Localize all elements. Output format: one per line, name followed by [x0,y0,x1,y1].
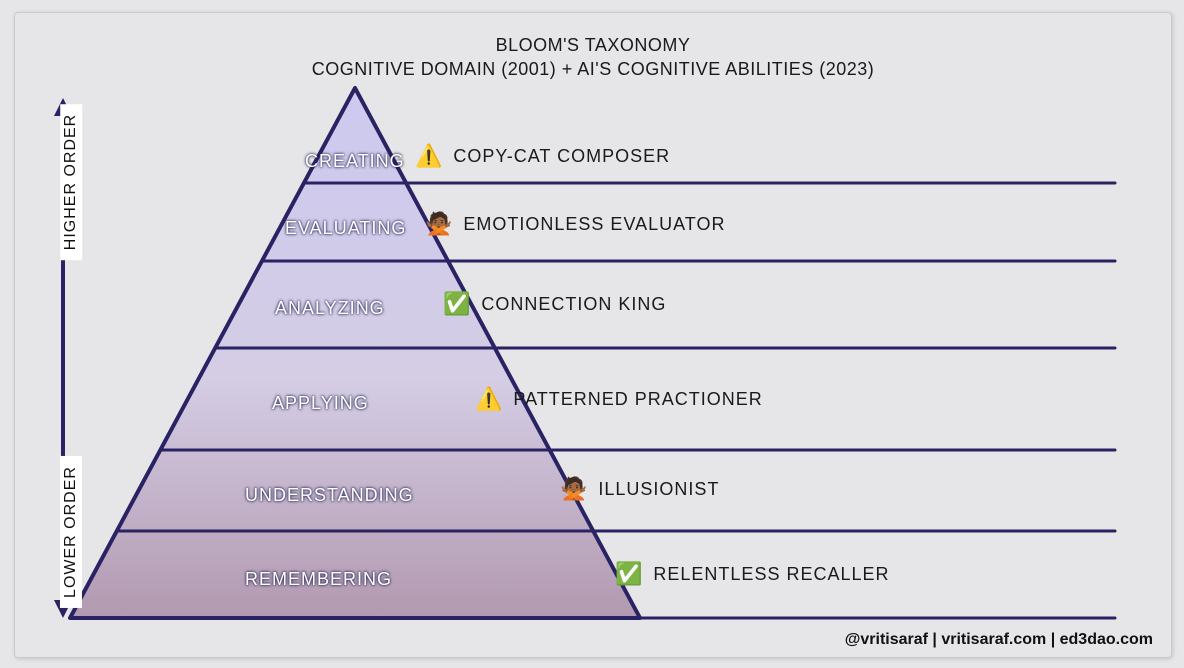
yes-icon: ✅ [443,293,471,315]
ai-level-text: EMOTIONLESS EVALUATOR [463,214,725,235]
ai-level-2: ✅ CONNECTION KING [443,293,666,315]
pyramid-svg [15,13,1171,657]
warn-icon: ⚠️ [415,145,443,167]
axis-label-lower: LOWER ORDER [60,456,82,608]
ai-level-text: CONNECTION KING [481,294,666,315]
yes-icon: ✅ [615,563,643,585]
ai-level-4: 🙅🏾 ILLUSIONIST [560,478,719,500]
ai-level-text: RELENTLESS RECALLER [653,564,889,585]
ai-level-text: PATTERNED PRACTIONER [513,389,762,410]
no-icon: 🙅🏾 [425,213,453,235]
ai-level-text: ILLUSIONIST [598,479,719,500]
bloom-level-analyzing: ANALYZING [275,298,385,319]
ai-level-5: ✅ RELENTLESS RECALLER [615,563,890,585]
axis-label-higher: HIGHER ORDER [60,104,82,260]
warn-icon: ⚠️ [475,388,503,410]
diagram-card: BLOOM'S TAXONOMY COGNITIVE DOMAIN (2001)… [14,12,1172,658]
ai-level-text: COPY-CAT COMPOSER [453,146,670,167]
ai-level-0: ⚠️ COPY-CAT COMPOSER [415,145,670,167]
bloom-level-remembering: REMEMBERING [245,569,392,590]
ai-level-1: 🙅🏾 EMOTIONLESS EVALUATOR [425,213,725,235]
bloom-level-applying: APPLYING [272,393,369,414]
bloom-level-understanding: UNDERSTANDING [245,485,414,506]
attribution-text: @vritisaraf | vritisaraf.com | ed3dao.co… [845,631,1153,649]
no-icon: 🙅🏾 [560,478,588,500]
bloom-level-evaluating: EVALUATING [285,218,406,239]
ai-level-3: ⚠️ PATTERNED PRACTIONER [475,388,763,410]
bloom-level-creating: CREATING [305,151,405,172]
